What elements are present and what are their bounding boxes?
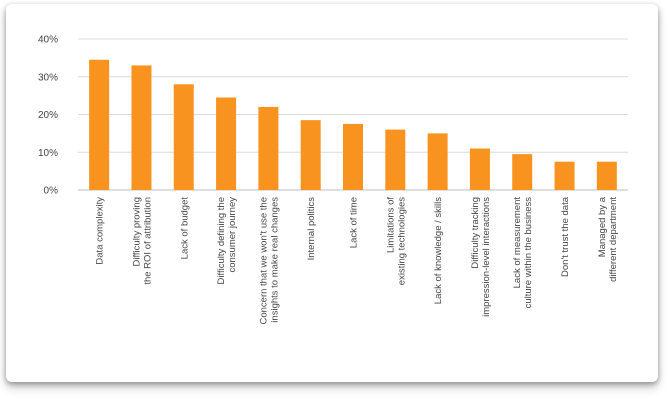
bar: [216, 97, 237, 190]
x-tick-label: Difficulty proving the ROI of attribution: [131, 197, 153, 285]
bar: [512, 154, 533, 190]
y-tick-label: 40%: [38, 35, 58, 46]
x-axis: Data complexity Difficulty proving the ROI…: [95, 196, 619, 324]
x-tick-label: Lack of knowledge / skills: [433, 197, 444, 304]
x-tick-label-line: Lack of knowledge / skills: [433, 197, 444, 304]
x-tick-label-line: Difficulty proving: [131, 197, 142, 267]
x-tick-label: Lack of measurement culture within the bu…: [512, 197, 534, 309]
x-tick-label-line: Data complexity: [95, 197, 106, 265]
x-tick-label-line: Managed by a: [597, 196, 608, 257]
x-tick-label: Data complexity: [95, 197, 106, 265]
x-tick-label: Managed by a different department: [597, 196, 619, 282]
x-tick-label-line: the ROI of attribution: [142, 197, 153, 285]
x-tick-label-line: insights to make real changes: [269, 197, 280, 323]
x-tick-label-line: existing technologies: [396, 197, 407, 285]
bars: [89, 59, 617, 191]
bar: [554, 161, 575, 190]
bar: [300, 120, 321, 190]
y-tick-label: 0%: [44, 186, 59, 197]
x-tick-label-line: Lack of measurement: [512, 197, 523, 289]
x-tick-label-line: culture within the business: [523, 197, 534, 309]
x-tick-label: Don't trust the data: [560, 196, 571, 277]
y-axis: 0% 10% 20% 30% 40%: [38, 35, 58, 197]
x-tick-label-line: Lack of time: [349, 197, 360, 248]
x-tick-label-line: different department: [608, 197, 619, 282]
x-tick-label: Lack of time: [349, 197, 360, 248]
x-tick-label: Concern that we won't use the insights to…: [258, 197, 280, 325]
x-tick-label: Limitations of existing technologies: [385, 197, 407, 286]
bar: [173, 84, 194, 190]
x-tick-label-line: Difficulty tracking: [470, 197, 481, 269]
y-tick-label: 20%: [38, 110, 58, 121]
bar: [258, 106, 279, 190]
bar: [427, 133, 448, 190]
bar: [89, 59, 110, 191]
y-tick-label: 10%: [38, 148, 58, 159]
y-tick-label: 30%: [38, 72, 58, 83]
bar: [343, 123, 363, 190]
chart-card: [6, 4, 658, 382]
x-tick-label: Difficulty defining the consumer journey: [216, 197, 238, 285]
x-tick-label: Lack of budget: [179, 197, 190, 260]
x-tick-label-line: consumer journey: [227, 197, 238, 273]
bar: [469, 148, 490, 190]
x-tick-label-line: Lack of budget: [179, 197, 190, 260]
x-tick-label: Internal politics: [306, 197, 317, 261]
x-tick-label-line: impression-level interactions: [481, 197, 492, 317]
bar: [131, 65, 152, 190]
x-tick-label-line: Difficulty defining the: [216, 197, 227, 285]
x-tick-label-line: Don't trust the data: [560, 196, 571, 277]
x-tick-label-line: Internal politics: [306, 197, 317, 261]
x-tick-label-line: Limitations of: [385, 197, 396, 253]
x-tick-label: Difficulty tracking impression-level inte…: [470, 197, 492, 317]
x-tick-label-line: Concern that we won't use the: [258, 197, 269, 325]
bar: [385, 129, 406, 190]
bar: [596, 161, 617, 190]
